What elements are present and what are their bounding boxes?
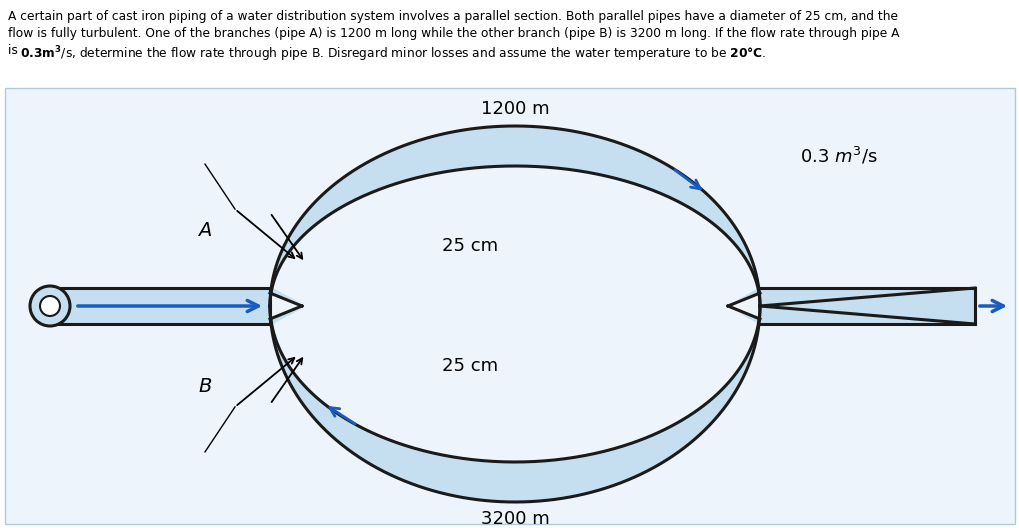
Polygon shape: [270, 288, 302, 306]
Text: 0.3 $m^3$/s: 0.3 $m^3$/s: [799, 145, 877, 166]
FancyBboxPatch shape: [5, 88, 1014, 524]
Polygon shape: [270, 306, 302, 324]
Polygon shape: [759, 288, 974, 324]
Text: $\bf{0.3m^3}$/s, determine the flow rate through pipe B. Disregard minor losses : $\bf{0.3m^3}$/s, determine the flow rate…: [20, 44, 765, 63]
Circle shape: [40, 296, 60, 316]
Text: 1200 m: 1200 m: [480, 100, 549, 118]
Text: 25 cm: 25 cm: [441, 357, 497, 375]
Text: is: is: [8, 44, 21, 57]
Polygon shape: [728, 288, 759, 324]
Text: 25 cm: 25 cm: [441, 237, 497, 255]
Text: A: A: [198, 222, 212, 240]
Polygon shape: [728, 293, 759, 319]
Polygon shape: [270, 126, 759, 306]
Polygon shape: [50, 288, 270, 324]
Text: flow is fully turbulent. One of the branches (pipe A) is 1200 m long while the o: flow is fully turbulent. One of the bran…: [8, 27, 899, 40]
Polygon shape: [270, 306, 759, 502]
Polygon shape: [270, 293, 302, 319]
Polygon shape: [50, 288, 302, 324]
Text: 3200 m: 3200 m: [480, 510, 549, 528]
Text: A certain part of cast iron piping of a water distribution system involves a par: A certain part of cast iron piping of a …: [8, 10, 897, 23]
Polygon shape: [255, 288, 302, 324]
Circle shape: [30, 286, 70, 326]
Text: B: B: [198, 376, 212, 395]
